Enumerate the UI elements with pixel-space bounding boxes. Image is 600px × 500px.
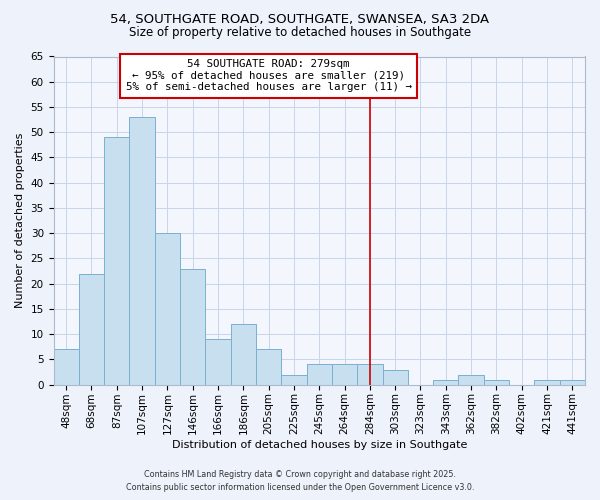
Bar [458, 374, 484, 384]
Bar [307, 364, 332, 384]
Text: 54 SOUTHGATE ROAD: 279sqm
← 95% of detached houses are smaller (219)
5% of semi-: 54 SOUTHGATE ROAD: 279sqm ← 95% of detac… [125, 59, 412, 92]
Bar [230, 324, 256, 384]
Bar [535, 380, 560, 384]
Bar [281, 374, 307, 384]
Bar [560, 380, 585, 384]
Bar [130, 117, 155, 384]
Bar [357, 364, 383, 384]
Bar [433, 380, 458, 384]
Bar [79, 274, 104, 384]
Text: Size of property relative to detached houses in Southgate: Size of property relative to detached ho… [129, 26, 471, 39]
X-axis label: Distribution of detached houses by size in Southgate: Distribution of detached houses by size … [172, 440, 467, 450]
Y-axis label: Number of detached properties: Number of detached properties [15, 133, 25, 308]
Bar [155, 233, 180, 384]
Text: Contains HM Land Registry data © Crown copyright and database right 2025.
Contai: Contains HM Land Registry data © Crown c… [126, 470, 474, 492]
Bar [484, 380, 509, 384]
Bar [180, 268, 205, 384]
Bar [256, 350, 281, 384]
Bar [104, 138, 130, 384]
Text: 54, SOUTHGATE ROAD, SOUTHGATE, SWANSEA, SA3 2DA: 54, SOUTHGATE ROAD, SOUTHGATE, SWANSEA, … [110, 12, 490, 26]
Bar [383, 370, 408, 384]
Bar [53, 350, 79, 384]
Bar [332, 364, 357, 384]
Bar [205, 339, 230, 384]
